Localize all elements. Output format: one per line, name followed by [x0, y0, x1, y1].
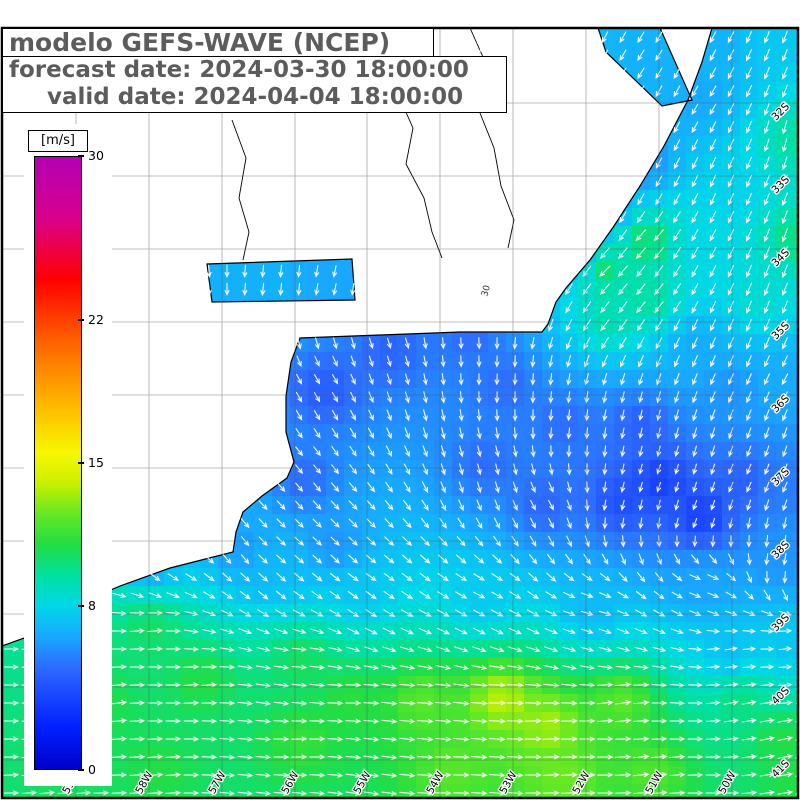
- contour-annotation: 30: [480, 284, 493, 298]
- colorbar-tick-label: 22: [88, 311, 104, 327]
- colorbar-tick-mark: [78, 155, 84, 157]
- colorbar-tick-mark: [78, 318, 84, 321]
- colorbar-tick-label: 15: [88, 455, 104, 470]
- model-title: modelo GEFS-WAVE (NCEP): [9, 28, 391, 57]
- header-box-dates: forecast date: 2024-03-30 18:00:00 valid…: [2, 56, 507, 113]
- colorbar-tick-label: 0: [88, 762, 96, 777]
- forecast-date: forecast date: 2024-03-30 18:00:00: [9, 57, 469, 83]
- colorbar-tick-mark: [78, 769, 84, 771]
- colorbar-gradient: [34, 156, 82, 770]
- valid-date: valid date: 2024-04-04 18:00:00: [47, 84, 464, 110]
- colorbar-tick-mark: [78, 462, 84, 464]
- header-box-title: modelo GEFS-WAVE (NCEP): [2, 28, 434, 58]
- colorbar-unit-label: [m/s]: [28, 130, 88, 152]
- colorbar-tick-mark: [78, 605, 84, 608]
- colorbar-tick-label: 30: [88, 148, 104, 163]
- graticule-layer: [2, 28, 798, 798]
- colorbar-tick-label: 8: [88, 598, 96, 614]
